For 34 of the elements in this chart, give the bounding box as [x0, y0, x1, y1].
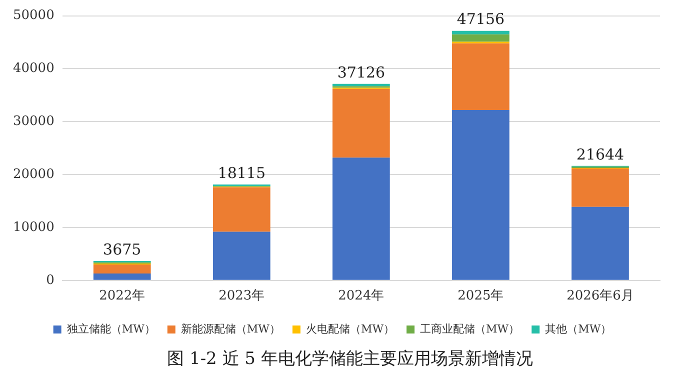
bar	[93, 264, 151, 274]
bar	[452, 30, 510, 34]
x-tick-label: 2023年	[218, 288, 265, 304]
bar	[452, 110, 510, 280]
bar	[332, 88, 390, 158]
x-tick-label: 2025年	[458, 288, 504, 304]
y-tick-label: 10000	[12, 220, 54, 235]
total-label: 47156	[456, 10, 505, 28]
y-tick-label: 40000	[12, 61, 54, 76]
total-label: 18115	[218, 164, 266, 182]
bar	[332, 158, 390, 280]
bar	[212, 187, 270, 232]
legend-label: 其他（MW）	[545, 322, 612, 336]
x-tick-label: 2022年	[99, 288, 146, 304]
y-tick-label: 50000	[12, 8, 54, 24]
total-label: 21644	[576, 145, 624, 164]
legend-label: 独立储能（MW）	[66, 322, 156, 336]
x-tick-label: 2026年6月	[566, 288, 634, 304]
y-tick-label: 30000	[12, 114, 54, 130]
legend-label: 火电配储（MW）	[306, 322, 395, 336]
legend-label: 新能源配储（MW）	[180, 322, 280, 336]
text: 图 1-2 近 5 年电化学储能主要应用场景新增情况	[166, 348, 534, 370]
legend-label: 工商业配储（MW）	[420, 322, 520, 336]
x-tick-label: 2024年	[338, 288, 384, 304]
bar	[572, 206, 629, 280]
bar	[93, 274, 151, 280]
total-label: 3675	[103, 240, 142, 258]
bar	[452, 43, 510, 110]
y-tick-label: 20000	[12, 166, 54, 182]
bar	[452, 34, 510, 42]
bar	[212, 232, 270, 280]
y-tick-label: 0	[46, 272, 54, 288]
total-label: 37126	[337, 63, 386, 82]
bar	[572, 168, 629, 207]
